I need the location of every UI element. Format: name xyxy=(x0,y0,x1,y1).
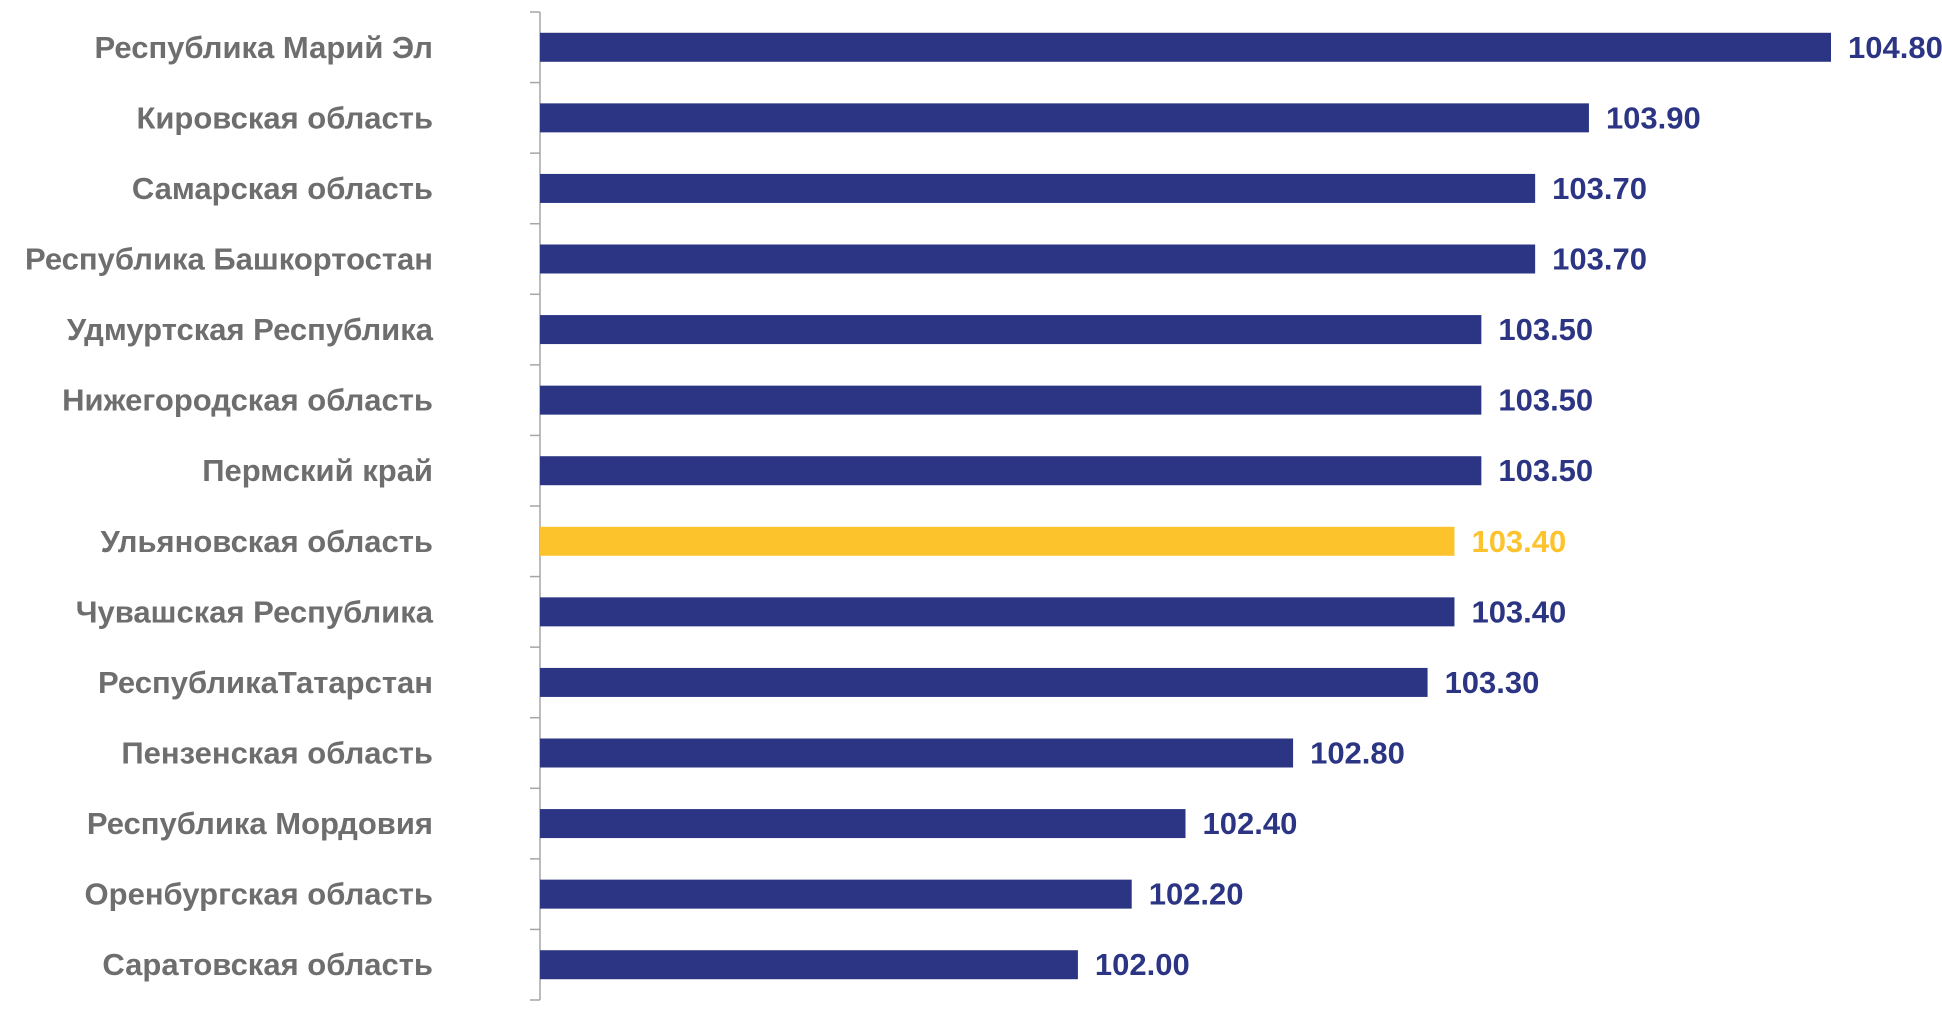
value-label: 103.70 xyxy=(1552,242,1647,277)
bar-highlighted xyxy=(540,526,1455,556)
bar xyxy=(540,173,1536,203)
bar xyxy=(540,32,1831,62)
bar xyxy=(540,244,1536,274)
value-label: 103.30 xyxy=(1445,665,1540,700)
value-label: 103.50 xyxy=(1498,312,1593,347)
category-label: РеспубликаТатарстан xyxy=(98,665,433,700)
bars xyxy=(540,32,1831,980)
category-label: Пермский край xyxy=(202,453,433,488)
bar xyxy=(540,950,1078,980)
value-label: 102.20 xyxy=(1149,877,1244,912)
bar xyxy=(540,315,1482,345)
value-label: 102.40 xyxy=(1203,806,1298,841)
category-label: Саратовская область xyxy=(102,947,433,982)
category-label: Республика Мордовия xyxy=(87,806,433,841)
category-labels: Республика Марий Эл Кировская область Сама… xyxy=(25,30,434,982)
bar xyxy=(540,456,1482,486)
value-label: 103.70 xyxy=(1552,171,1647,206)
value-label: 103.90 xyxy=(1606,100,1701,135)
bar xyxy=(540,738,1294,768)
bar xyxy=(540,103,1589,133)
value-labels: 104.80 103.90 103.70 103.70 103.50 103.50 103.… xyxy=(1095,30,1942,982)
value-label: 103.50 xyxy=(1498,383,1593,418)
category-label: Оренбургская область xyxy=(85,877,433,912)
category-label: Кировская область xyxy=(136,100,433,135)
category-label: Удмуртская Республика xyxy=(67,312,434,347)
value-label: 102.80 xyxy=(1310,736,1405,771)
category-label: Нижегородская область xyxy=(62,383,433,418)
category-label: Самарская область xyxy=(132,171,433,206)
bar xyxy=(540,667,1428,697)
value-label-highlighted: 103.40 xyxy=(1471,524,1566,559)
y-axis xyxy=(530,11,541,1001)
value-label: 102.00 xyxy=(1095,947,1190,982)
category-label: Республика Башкортостан xyxy=(25,242,433,277)
category-label: Ульяновская область xyxy=(100,524,433,559)
value-label: 103.50 xyxy=(1498,453,1593,488)
category-label: Пензенская область xyxy=(121,736,433,771)
bar xyxy=(540,385,1482,415)
value-label: 104.80 xyxy=(1848,30,1942,65)
category-label: Республика Марий Эл xyxy=(94,30,433,65)
bar xyxy=(540,597,1455,627)
bar xyxy=(540,809,1186,839)
bar xyxy=(540,879,1132,909)
category-label: Чувашская Республика xyxy=(76,594,434,629)
value-label: 103.40 xyxy=(1471,594,1566,629)
